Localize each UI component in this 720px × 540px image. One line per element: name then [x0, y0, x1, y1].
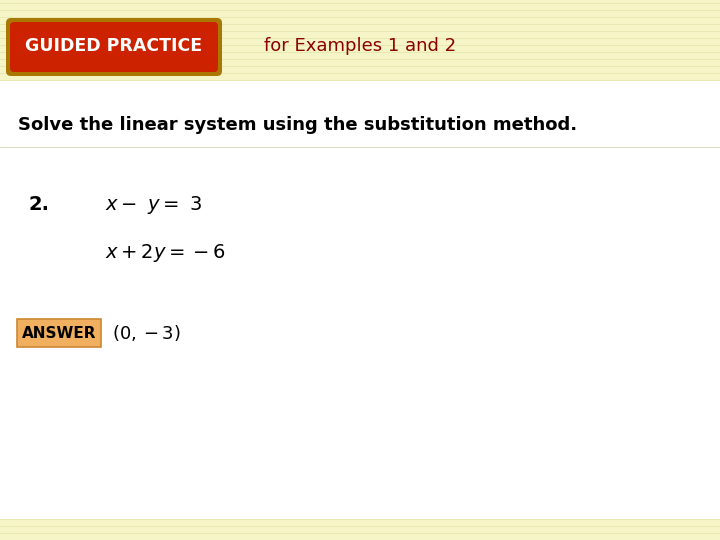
FancyBboxPatch shape	[0, 520, 720, 540]
Text: Solve the linear system using the substitution method.: Solve the linear system using the substi…	[18, 116, 577, 134]
Text: 2.: 2.	[28, 195, 49, 214]
FancyBboxPatch shape	[17, 319, 101, 347]
FancyBboxPatch shape	[6, 18, 222, 76]
FancyBboxPatch shape	[0, 0, 720, 80]
Text: $(0, -3)$: $(0, -3)$	[112, 323, 181, 343]
Text: $x -\ y = \ 3$: $x -\ y = \ 3$	[105, 194, 202, 216]
FancyBboxPatch shape	[10, 22, 218, 72]
Text: for Examples 1 and 2: for Examples 1 and 2	[264, 37, 456, 55]
Text: $x + 2y = -6$: $x + 2y = -6$	[105, 242, 226, 264]
Text: GUIDED PRACTICE: GUIDED PRACTICE	[25, 37, 202, 55]
Text: ANSWER: ANSWER	[22, 326, 96, 341]
